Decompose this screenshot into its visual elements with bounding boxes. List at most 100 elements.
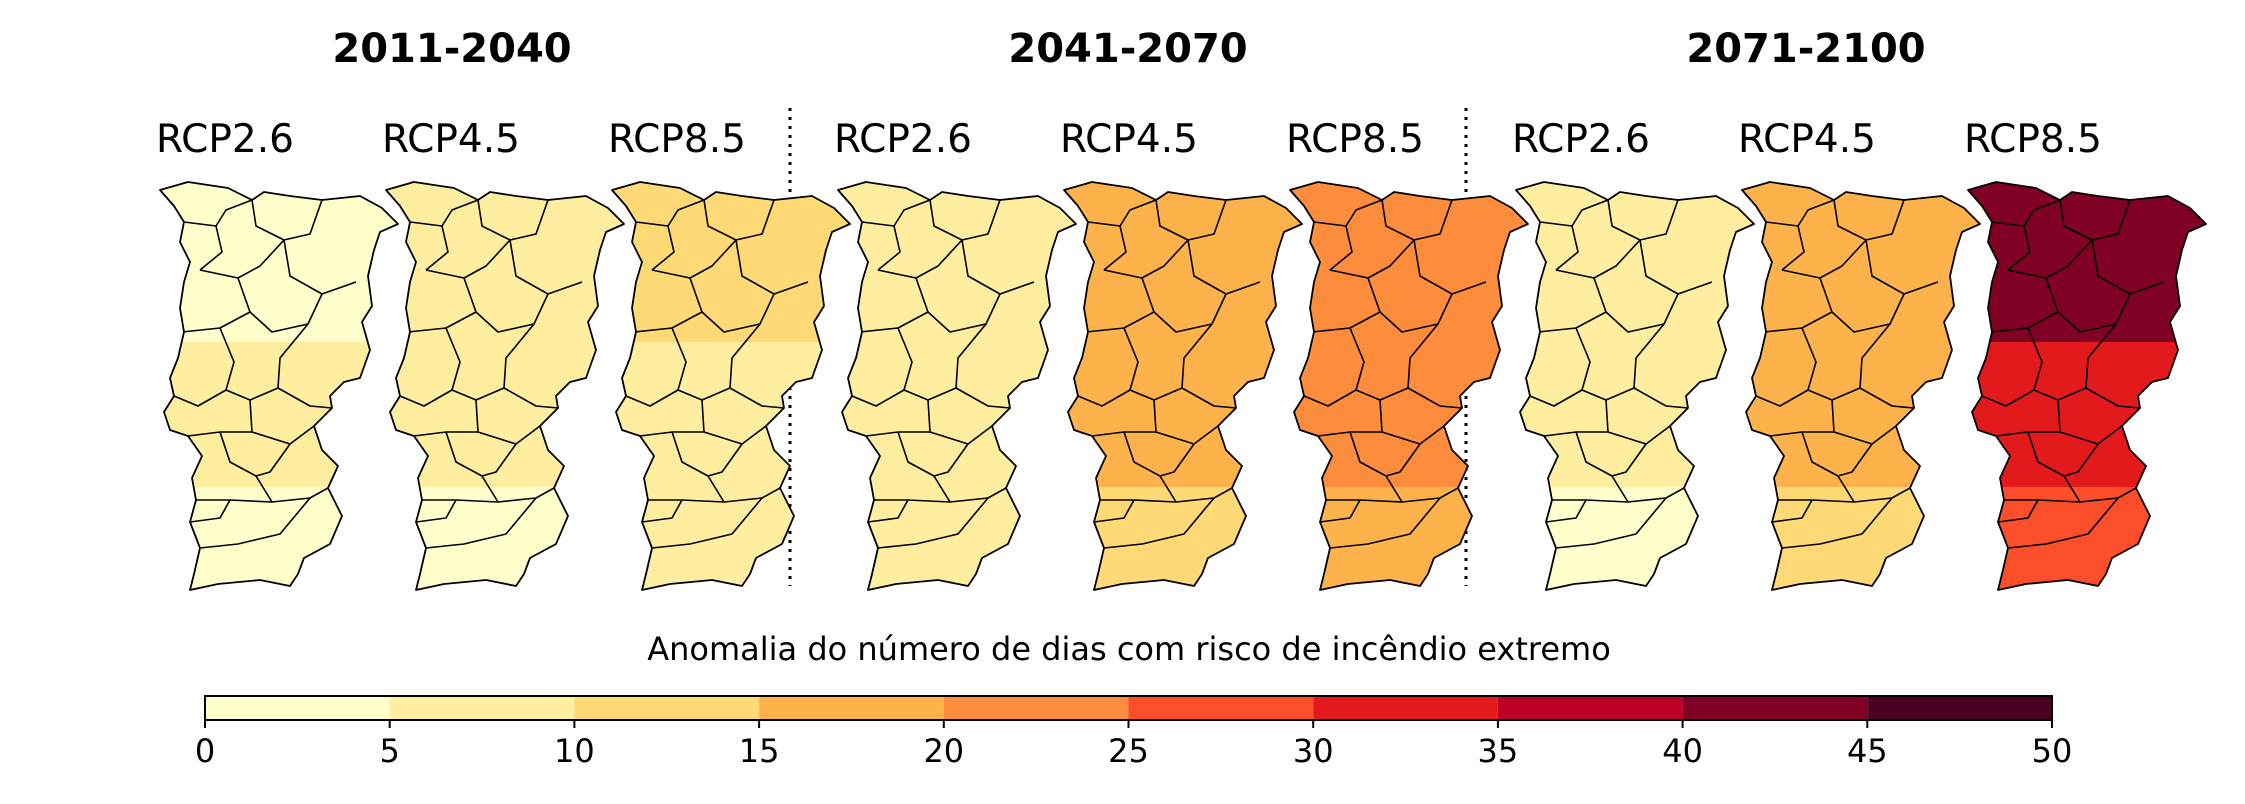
district-border	[1103, 225, 1127, 271]
region-centre-fill	[1742, 342, 1980, 487]
scenario-title-2041-rcp45: RCP4.5	[1060, 117, 1198, 162]
region-north-fill	[1064, 182, 1302, 342]
district-border	[955, 387, 1011, 409]
district-border	[509, 239, 583, 295]
district-border	[399, 389, 453, 407]
colorbar-bin	[389, 696, 575, 720]
country-outline	[385, 181, 625, 591]
district-border	[1837, 443, 1911, 503]
map-2011-rcp85	[611, 181, 851, 591]
district-border	[701, 399, 767, 445]
region-north-fill	[838, 182, 1076, 342]
district-border	[1539, 199, 1609, 227]
district-border	[503, 387, 559, 409]
district-border	[689, 277, 775, 333]
colorbar-tick-label: 20	[923, 732, 964, 770]
district-border	[1153, 399, 1219, 445]
district-border	[1801, 431, 1839, 477]
region-south-fill	[1742, 487, 1980, 590]
colorbar: 0 5 10 15 20 25 30 35 40 45 50	[195, 695, 2072, 770]
colorbar-bin	[1682, 696, 1868, 720]
region-south-fill	[386, 487, 624, 590]
period-title-2041-2070: 2041-2070	[1008, 26, 1247, 72]
colorbar-bin	[759, 696, 944, 720]
district-border	[1319, 499, 1361, 523]
region-north-fill	[160, 182, 398, 342]
region-centre-fill	[1290, 342, 1528, 487]
region-south-fill	[612, 487, 850, 590]
period-title-2011-2040: 2011-2040	[332, 26, 571, 72]
district-border	[1303, 389, 1357, 407]
district-border	[1545, 499, 1587, 523]
district-border	[2045, 277, 2131, 333]
district-border	[1555, 225, 1579, 271]
district-border	[1329, 225, 1353, 271]
district-border	[1555, 497, 1667, 549]
scenario-title-2041-rcp85: RCP8.5	[1286, 117, 1424, 162]
district-border	[283, 239, 357, 295]
region-centre-fill	[1516, 342, 1754, 487]
district-border	[1781, 225, 1805, 271]
region-south-fill	[160, 487, 398, 590]
district-border	[2027, 431, 2065, 477]
district-border	[1755, 389, 1809, 407]
region-south-fill	[1516, 487, 1754, 590]
district-border	[199, 239, 285, 279]
country-outline	[159, 181, 399, 591]
district-border	[1765, 199, 1835, 227]
district-border	[199, 497, 311, 549]
district-border	[2007, 497, 2119, 549]
country-outline	[1289, 181, 1529, 591]
district-border	[173, 389, 227, 407]
district-border	[1819, 277, 1905, 333]
district-border	[1159, 443, 1233, 503]
period-title-2071-2100: 2071-2100	[1686, 26, 1925, 72]
district-border	[189, 499, 231, 523]
district-border	[1997, 499, 2039, 523]
map-2071-rcp85	[1967, 181, 2207, 591]
district-border	[1349, 431, 1387, 477]
region-centre-fill	[838, 342, 1076, 487]
map-2041-rcp45	[1063, 181, 1303, 591]
district-border	[651, 225, 675, 271]
district-border	[877, 225, 901, 271]
district-border	[1181, 387, 1237, 409]
scenario-title-2041-rcp26: RCP2.6	[834, 117, 972, 162]
country-outline	[1967, 181, 2207, 591]
colorbar-bin	[1867, 696, 2052, 720]
district-border	[1981, 389, 2035, 407]
region-north-fill	[612, 182, 850, 342]
district-border	[1529, 389, 1583, 407]
district-border	[1103, 239, 1189, 279]
country-outline	[837, 181, 1077, 591]
district-border	[1141, 277, 1227, 333]
region-south-fill	[1064, 487, 1302, 590]
colorbar-tick-label: 10	[554, 732, 595, 770]
district-border	[2007, 225, 2031, 271]
district-border	[1831, 399, 1897, 445]
map-panels	[159, 181, 2207, 591]
district-border	[481, 443, 555, 503]
district-border	[2091, 239, 2165, 295]
district-border	[2063, 443, 2137, 503]
district-border	[2085, 387, 2141, 409]
district-border	[1413, 239, 1487, 295]
region-centre-fill	[160, 342, 398, 487]
map-2041-rcp26	[837, 181, 1077, 591]
colorbar-tick-label: 5	[380, 732, 400, 770]
district-border	[463, 277, 549, 333]
region-south-fill	[1968, 487, 2206, 590]
district-border	[1123, 431, 1161, 477]
district-border	[237, 277, 323, 333]
district-border	[1093, 499, 1135, 523]
district-border	[1781, 497, 1893, 549]
district-border	[1103, 497, 1215, 549]
district-border	[445, 431, 483, 477]
district-border	[425, 497, 537, 549]
district-border	[861, 199, 931, 227]
district-border	[277, 387, 333, 409]
colorbar-bin	[205, 696, 390, 720]
country-outline	[611, 181, 851, 591]
